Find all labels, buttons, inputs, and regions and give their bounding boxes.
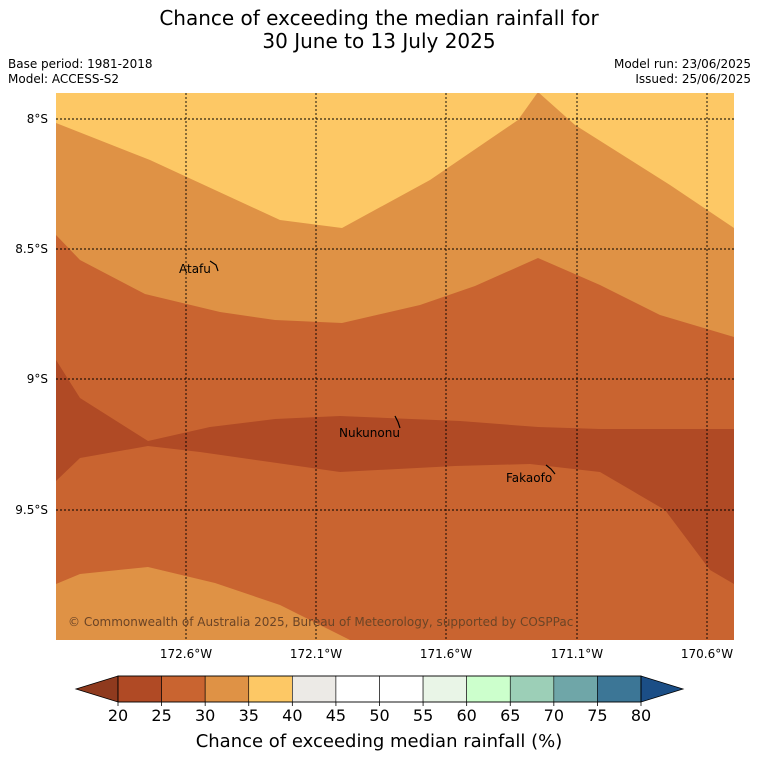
colorbar-under-arrow [74, 675, 119, 703]
colorbar: 20 25 30 35 40 45 50 55 60 65 70 75 80 [74, 675, 685, 725]
colorbar-tick-label: 30 [195, 706, 215, 725]
lat-label-8: 8°S [27, 112, 48, 126]
copyright-notice: © Commonwealth of Australia 2025, Bureau… [68, 615, 573, 629]
colorbar-segment [161, 675, 206, 703]
lon-axis-labels: 172.6°W 172.1°W 171.6°W 171.1°W 170.6°W [160, 647, 733, 661]
meta-right: Model run: 23/06/2025 Issued: 25/06/2025 [614, 57, 751, 87]
colorbar-tick-label: 75 [587, 706, 607, 725]
lon-label-172-1: 172.1°W [290, 647, 342, 661]
colorbar-segment [509, 675, 555, 703]
colorbar-tick-label: 70 [544, 706, 564, 725]
colorbar-segment [379, 675, 424, 703]
issued-date: Issued: 25/06/2025 [635, 72, 751, 86]
lon-label-170-6: 170.6°W [681, 647, 733, 661]
colorbar-segment [204, 675, 250, 703]
model-run: Model run: 23/06/2025 [613, 57, 751, 71]
colorbar-tick-label: 25 [151, 706, 171, 725]
place-fakaofo: Fakaofo [506, 471, 552, 485]
colorbar-tick-label: 80 [631, 706, 651, 725]
base-period: Base period: 1981-2018 [8, 57, 153, 71]
meta-left: Base period: 1981-2018 Model: ACCESS-S2 [8, 57, 153, 87]
colorbar-segment [466, 675, 511, 703]
colorbar-segment [117, 675, 162, 703]
lon-label-171-1: 171.1°W [551, 647, 603, 661]
colorbar-label: Chance of exceeding median rainfall (%) [196, 731, 563, 752]
colorbar-tick-label: 65 [500, 706, 520, 725]
colorbar-segment [553, 675, 598, 703]
colorbar-segment [422, 675, 467, 703]
colorbar-segment [597, 675, 642, 703]
colorbar-tick-label: 60 [456, 706, 476, 725]
place-labels: Atafu Nukunonu Fakaofo [179, 262, 552, 485]
colorbar-over-arrow [640, 675, 685, 703]
lon-label-172-6: 172.6°W [160, 647, 212, 661]
colorbar-segment [292, 675, 337, 703]
colorbar-segment [335, 675, 380, 703]
islands [209, 260, 556, 475]
place-nukunonu: Nukunonu [339, 426, 400, 440]
lon-label-171-6: 171.6°W [420, 647, 472, 661]
colorbar-tick-label: 20 [108, 706, 128, 725]
rainfall-map [56, 93, 734, 640]
map-title-line2: 30 June to 13 July 2025 [262, 29, 496, 53]
colorbar-tick-label: 55 [413, 706, 433, 725]
colorbar-tick-label: 50 [369, 706, 389, 725]
fakaofo-island [545, 464, 556, 475]
colorbar-tick-label: 40 [282, 706, 302, 725]
nukunonu-island [394, 415, 401, 429]
lat-axis-labels: 8°S 8.5°S 9°S 9.5°S [15, 112, 48, 517]
lat-label-9: 9°S [27, 372, 48, 386]
colorbar-tick-label: 45 [326, 706, 346, 725]
map-title-line1: Chance of exceeding the median rainfall … [159, 6, 599, 30]
model-name: Model: ACCESS-S2 [8, 72, 120, 86]
lat-label-9-5: 9.5°S [15, 503, 48, 517]
place-atafu: Atafu [179, 262, 211, 276]
colorbar-tick-label: 35 [239, 706, 259, 725]
colorbar-segment [248, 675, 293, 703]
lat-label-8-5: 8.5°S [15, 242, 48, 256]
atafu-island [209, 260, 219, 272]
graticule [56, 93, 734, 640]
